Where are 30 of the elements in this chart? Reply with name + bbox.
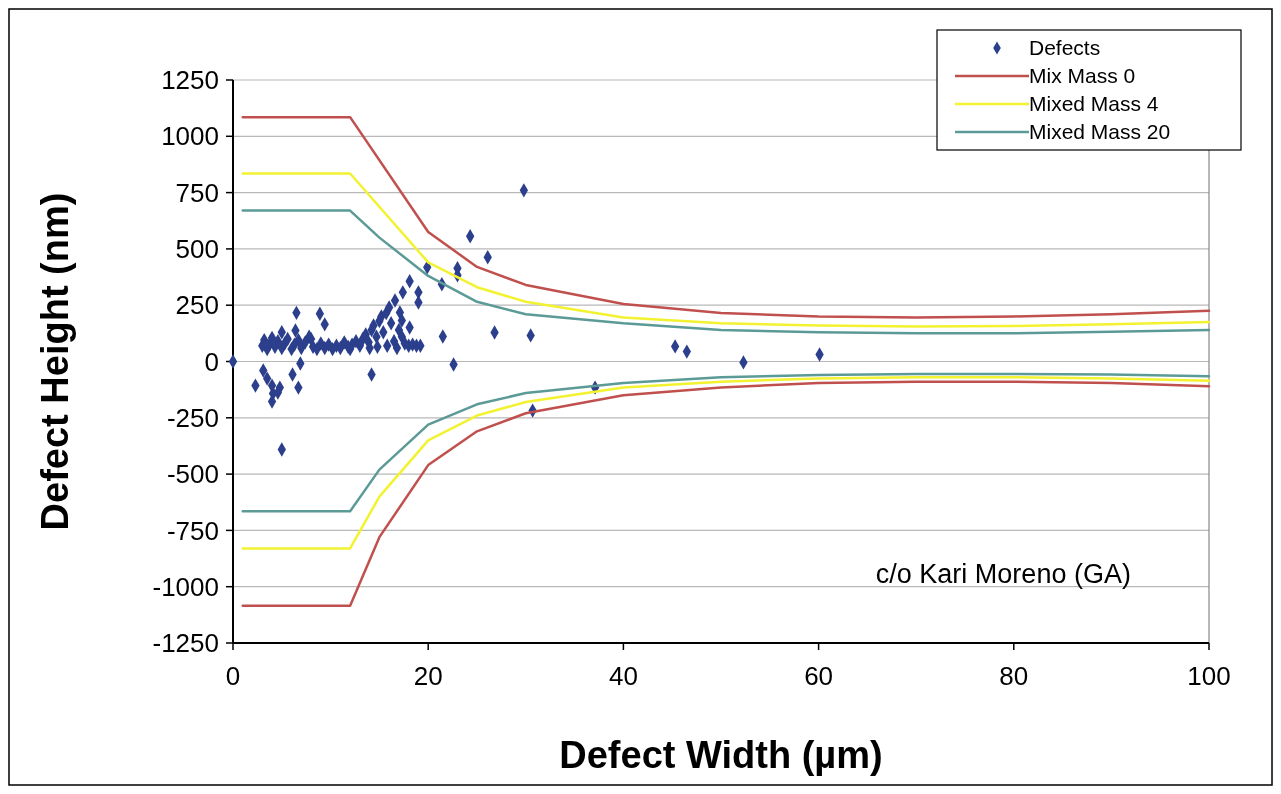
line-series [241,376,1211,550]
y-tick-label: -250 [166,402,219,433]
y-axis-title: Defect Height (nm) [34,192,76,531]
y-tick-label: -1250 [152,628,219,659]
y-tick-label: -500 [166,459,219,490]
line-series [241,115,1211,319]
y-tick-label: 750 [175,177,219,208]
legend-label: Defects [1029,36,1101,60]
y-tick-label: 1250 [161,65,219,96]
y-tick-label: 1000 [161,121,219,152]
annotation: c/o Kari Moreno (GA) [875,559,1131,589]
y-tick-label: -750 [166,515,219,546]
y-tick-label: 0 [204,346,219,377]
line-series [241,372,1211,513]
x-tick-label: 20 [413,661,443,691]
legend-label: Mix Mass 0 [1029,64,1136,88]
x-tick-label: 0 [225,661,241,691]
legend-label: Mixed Mass 20 [1029,120,1171,144]
line-series [241,172,1211,328]
line-series [241,209,1211,335]
legend-label: Mixed Mass 4 [1029,92,1159,116]
x-tick-label: 100 [1187,661,1231,691]
x-tick-label: 40 [608,661,638,691]
y-tick-label: -1000 [152,571,219,602]
x-tick-label: 80 [999,661,1029,691]
x-tick-label: 60 [804,661,834,691]
line-series [241,380,1211,608]
y-tick-label: 250 [175,290,219,321]
x-axis-title: Defect Width (µm) [559,734,883,776]
y-tick-label: 500 [175,234,219,264]
